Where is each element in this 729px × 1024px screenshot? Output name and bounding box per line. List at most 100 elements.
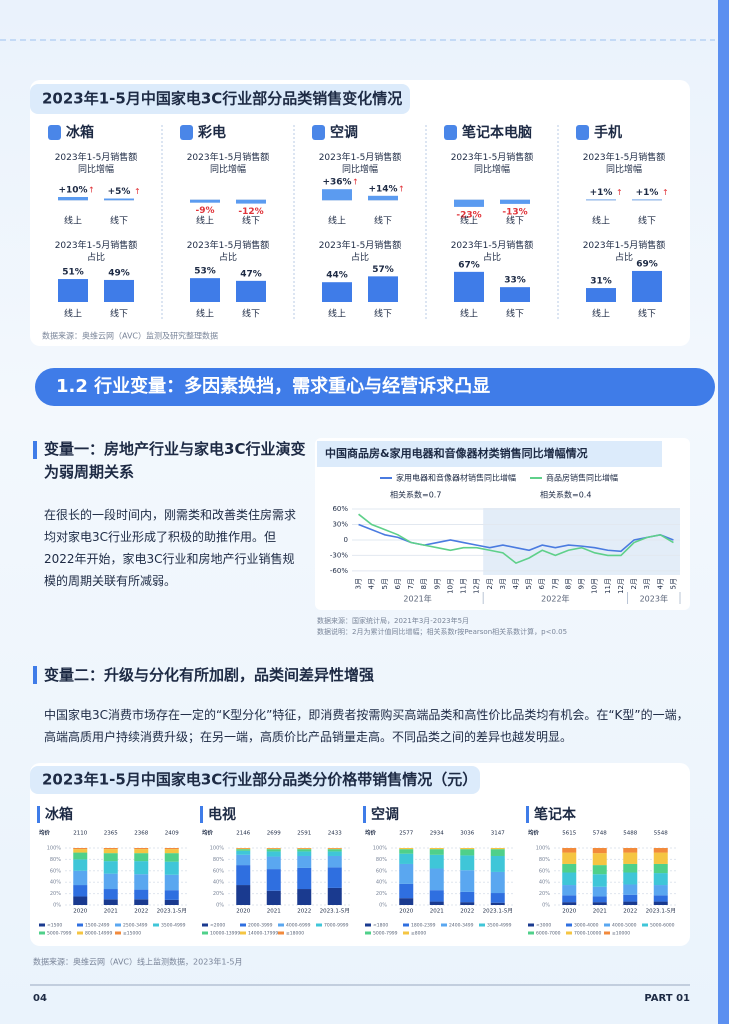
bar-segment — [236, 854, 251, 866]
x-tick-label: 2020 — [562, 909, 576, 915]
bar-segment — [562, 852, 577, 864]
icon — [48, 125, 61, 140]
avg-price: 2368 — [134, 831, 148, 837]
x-tick-label: 2020 — [236, 909, 250, 915]
x-tick-label: 3月 — [643, 578, 651, 589]
bar-segment — [164, 861, 179, 875]
legend-swatch — [316, 923, 322, 927]
x-tick-label: 2月 — [630, 578, 638, 589]
icon — [444, 125, 457, 140]
y-tick-label: 80% — [539, 857, 550, 863]
x-tick-label: 4月 — [656, 578, 664, 589]
channel: 线下 — [506, 215, 524, 227]
share-bar — [322, 282, 352, 302]
bar-segment — [490, 902, 505, 905]
legend-swatch — [604, 923, 610, 927]
accent — [33, 666, 37, 684]
x-tick-label: 8月 — [420, 578, 428, 589]
legend-swatch — [77, 923, 83, 927]
legend-swatch — [365, 923, 371, 927]
avg-label: 均价 — [528, 829, 540, 837]
bar-segment — [429, 890, 444, 902]
avg-price: 2934 — [430, 831, 444, 837]
bar-segment — [103, 889, 118, 900]
avg-price: 2699 — [267, 831, 281, 837]
growth-bar — [58, 197, 88, 200]
bar-segment — [653, 863, 668, 874]
channel: 线下 — [638, 308, 656, 320]
share-value: 47% — [240, 269, 262, 279]
x-tick-label: 2022 — [297, 909, 311, 915]
channel: 线下 — [242, 308, 260, 320]
bar-segment — [592, 896, 607, 903]
avg-price: 2591 — [297, 831, 311, 837]
bar-segment — [73, 849, 88, 853]
share-bar — [586, 288, 616, 302]
y-tick-label: 80% — [50, 857, 61, 863]
icon — [576, 125, 589, 140]
bar-segment — [653, 901, 668, 905]
bar-segment — [429, 868, 444, 891]
bar-segment — [562, 848, 577, 853]
bar-segment — [562, 902, 577, 905]
bar-segment — [236, 848, 251, 849]
legend-label: 7000-9999 — [324, 923, 349, 929]
bar-segment — [460, 870, 475, 892]
bar-segment — [266, 849, 281, 852]
legend-label: <1500 — [47, 923, 62, 929]
note: 数据来源：国家统计局，2021年3月-2023年5月 — [317, 616, 469, 625]
part: PART 01 — [644, 993, 690, 1004]
legend-label: 2400-3499 — [449, 923, 474, 929]
x-tick-label: 11月 — [460, 578, 468, 594]
y-tick-label: 40% — [213, 880, 224, 886]
bar-segment — [592, 848, 607, 854]
legend-swatch — [642, 923, 648, 927]
share-value: 44% — [326, 271, 348, 281]
legend-label: 3000-4000 — [574, 923, 599, 929]
legend-swatch — [566, 931, 572, 935]
bar-segment — [592, 865, 607, 875]
share-label: 2023年1-5月销售额占比 — [582, 241, 666, 263]
legend-label: 7000-10000 — [574, 931, 602, 937]
bar-segment — [134, 848, 149, 850]
chart-title: 中国商品房&家用电器和音像器材类销售同比增幅情况 — [325, 446, 588, 460]
legend-label: 2500-3499 — [123, 923, 148, 929]
bar-segment — [236, 850, 251, 855]
bar-segment — [490, 849, 505, 856]
bar-segment — [623, 872, 638, 885]
page-number: 04 — [33, 993, 47, 1004]
bar-segment — [429, 849, 444, 855]
y-tick-label: 40% — [539, 880, 550, 886]
bar-segment — [399, 853, 414, 864]
legend-swatch — [240, 931, 246, 935]
x-tick-label: 7月 — [407, 578, 415, 589]
bar-segment — [103, 849, 118, 854]
share-bar — [368, 276, 398, 302]
legend-label: 3500-4999 — [487, 923, 512, 929]
source: 数据来源：奥维云网（AVC）线上监测数据，2023年1-5月 — [33, 957, 242, 967]
x-tick-label: 2023.1-5月 — [646, 908, 676, 915]
bar-segment — [164, 853, 179, 862]
x-tick-label: 2023.1-5月 — [483, 908, 513, 915]
y-tick-label: 100% — [373, 846, 388, 852]
channel: 线上 — [64, 215, 82, 227]
bar-segment — [399, 849, 414, 854]
accent — [33, 441, 37, 459]
y-tick-label: 0% — [379, 903, 387, 909]
category-name: 冰箱 — [66, 124, 94, 141]
y-tick-label: 30% — [332, 520, 348, 528]
legend-label: 家用电器和音像器材销售同比增幅 — [396, 473, 516, 483]
arrow: ↑ — [352, 178, 359, 187]
bar-segment — [562, 885, 577, 896]
bar-segment — [236, 865, 251, 886]
share-value: 57% — [372, 265, 394, 275]
arrow: ↑ — [88, 186, 95, 195]
legend-label: 10000-13999 — [210, 931, 240, 937]
accent — [37, 806, 40, 823]
bar-segment — [653, 852, 668, 864]
avg-price: 2110 — [73, 831, 87, 837]
growth-label: 2023年1-5月销售额同比增幅 — [186, 153, 270, 175]
bar-segment — [103, 873, 118, 890]
arrow: ↑ — [134, 187, 141, 196]
